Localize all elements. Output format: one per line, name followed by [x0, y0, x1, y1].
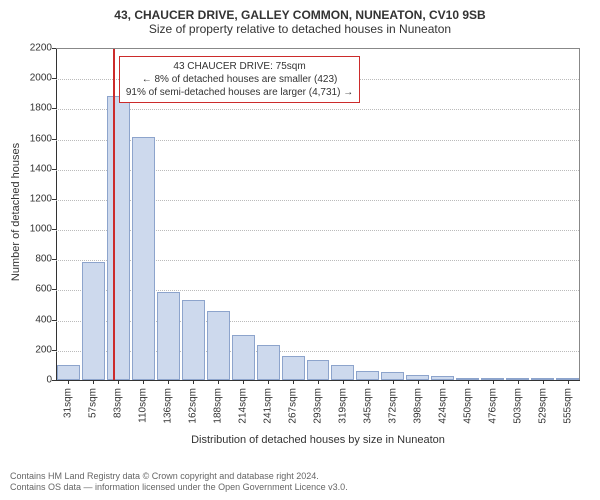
- histogram-bar: [232, 335, 255, 380]
- y-tick-label: 2000: [30, 73, 52, 84]
- x-tick-label: 188sqm: [213, 388, 224, 424]
- x-axis-label: Distribution of detached houses by size …: [56, 434, 580, 446]
- histogram-bar: [107, 96, 130, 380]
- annotation-box: 43 CHAUCER DRIVE: 75sqm ← 8% of detached…: [119, 56, 360, 103]
- chart-title-main: 43, CHAUCER DRIVE, GALLEY COMMON, NUNEAT…: [10, 8, 590, 22]
- histogram-bar: [356, 371, 379, 380]
- histogram-bar: [257, 345, 280, 380]
- footer-attribution: Contains HM Land Registry data © Crown c…: [10, 471, 348, 494]
- x-tick-label: 476sqm: [487, 388, 498, 424]
- x-tick-label: 450sqm: [462, 388, 473, 424]
- x-tick-label: 555sqm: [562, 388, 573, 424]
- y-tick-label: 600: [35, 284, 52, 295]
- histogram-bar: [307, 360, 330, 380]
- x-tick-label: 398sqm: [412, 388, 423, 424]
- x-tick-label: 162sqm: [188, 388, 199, 424]
- x-tick-label: 503sqm: [512, 388, 523, 424]
- y-tick-label: 1600: [30, 133, 52, 144]
- histogram-bar: [381, 372, 404, 380]
- x-tick-label: 424sqm: [437, 388, 448, 424]
- x-tick-label: 241sqm: [263, 388, 274, 424]
- histogram-bar: [132, 137, 155, 380]
- y-tick-label: 400: [35, 314, 52, 325]
- histogram-bar: [157, 292, 180, 380]
- x-tick-label: 529sqm: [537, 388, 548, 424]
- x-tick-label: 345sqm: [362, 388, 373, 424]
- y-tick-label: 1800: [30, 103, 52, 114]
- annotation-line-3: 91% of semi-detached houses are larger (…: [126, 86, 353, 99]
- footer-line-1: Contains HM Land Registry data © Crown c…: [10, 471, 348, 483]
- x-tick-label: 372sqm: [387, 388, 398, 424]
- x-axis: 31sqm 57sqm 83sqm 110sqm 136sqm 162sqm 188sqm 2…: [56, 382, 580, 432]
- y-tick-label: 200: [35, 344, 52, 355]
- x-tick-label: 214sqm: [238, 388, 249, 424]
- annotation-line-1: 43 CHAUCER DRIVE: 75sqm: [126, 60, 353, 73]
- histogram-bar: [182, 300, 205, 380]
- chart-title-sub: Size of property relative to detached ho…: [10, 22, 590, 36]
- y-tick-label: 1200: [30, 193, 52, 204]
- y-axis: 0200400600800100012001400160018002000220…: [10, 48, 56, 380]
- plot-region: 43 CHAUCER DRIVE: 75sqm ← 8% of detached…: [56, 48, 580, 380]
- histogram-bar: [282, 356, 305, 380]
- histogram-bar: [57, 365, 80, 380]
- y-tick-label: 1000: [30, 224, 52, 235]
- x-tick-label: 136sqm: [163, 388, 174, 424]
- x-tick-label: 319sqm: [337, 388, 348, 424]
- x-tick-label: 110sqm: [138, 388, 149, 423]
- footer-line-2: Contains OS data — information licensed …: [10, 482, 348, 494]
- histogram-bar: [207, 311, 230, 380]
- annotation-line-2: ← 8% of detached houses are smaller (423…: [126, 73, 353, 86]
- chart-area: Number of detached houses 02004006008001…: [10, 42, 590, 442]
- histogram-bar: [82, 262, 105, 380]
- histogram-bar: [331, 365, 354, 380]
- x-tick-label: 267sqm: [288, 388, 299, 424]
- property-marker-line: [113, 49, 115, 380]
- y-tick-label: 2200: [30, 43, 52, 54]
- y-tick-label: 800: [35, 254, 52, 265]
- y-tick-label: 1400: [30, 163, 52, 174]
- x-tick-label: 31sqm: [63, 388, 74, 418]
- x-tick-label: 57sqm: [88, 388, 99, 418]
- x-tick-label: 293sqm: [313, 388, 324, 424]
- chart-container: 43, CHAUCER DRIVE, GALLEY COMMON, NUNEAT…: [0, 0, 600, 500]
- x-tick-label: 83sqm: [113, 388, 124, 418]
